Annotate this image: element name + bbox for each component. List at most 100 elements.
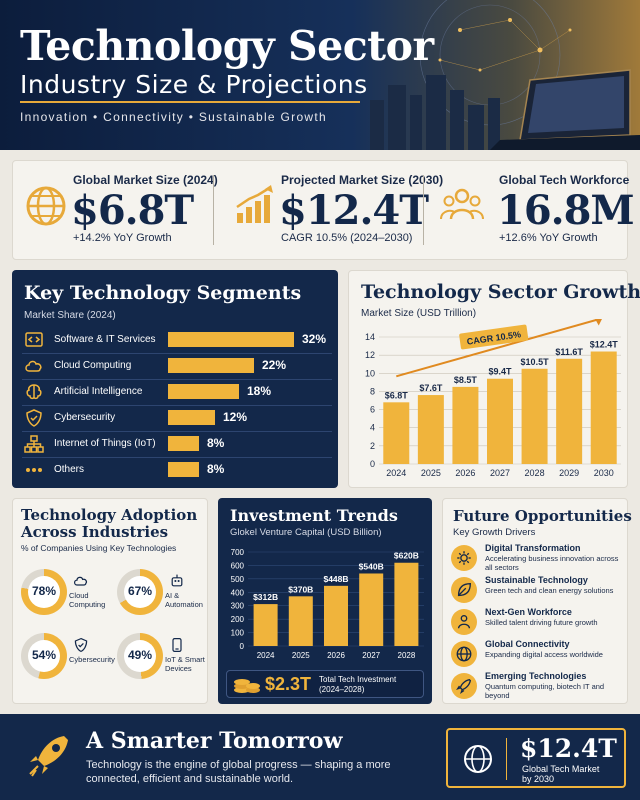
tagline: Innovation • Connectivity • Sustainable … [20, 110, 328, 124]
divider [22, 457, 332, 458]
page-title: Technology Sector [20, 22, 434, 70]
page-subtitle: Industry Size & Projections [20, 70, 368, 99]
x-tick-label: 2030 [594, 468, 614, 478]
data-label: $540B [359, 561, 384, 571]
globe-icon [26, 186, 66, 226]
future-item: Digital Transformation Accelerating busin… [451, 543, 627, 575]
segment-bar [168, 358, 254, 373]
stat-value: $12.4T [279, 187, 429, 234]
growth-chart-ylabel: Market Size (USD Trillion) [361, 308, 477, 319]
donut-hole [28, 640, 60, 672]
investment-total-label: Total Tech Investment (2024–2028) [319, 675, 396, 695]
footer-box-label-2: by 2030 [522, 774, 555, 784]
y-tick-label: 400 [231, 588, 245, 597]
segment-label: Artificial Intelligence [54, 386, 143, 397]
stat-label: Global Market Size (2024) [73, 173, 218, 187]
investment-total-box: $2.3T Total Tech Investment (2024–2028) [226, 670, 424, 698]
x-tick-label: 2024 [257, 651, 275, 660]
future-title: Future Opportunities [453, 507, 632, 525]
x-tick-label: 2026 [327, 651, 345, 660]
investment-title: Investment Trends [230, 506, 398, 525]
y-tick-label: 12 [365, 350, 375, 360]
trend-arrowhead [595, 319, 602, 326]
network-icon [24, 435, 44, 453]
y-tick-label: 2 [370, 441, 375, 451]
x-tick-label: 2025 [292, 651, 310, 660]
segment-row: Software & IT Services 32% [22, 328, 332, 352]
x-tick-label: 2029 [559, 468, 579, 478]
adoption-title-line2: Across Industries [21, 523, 169, 541]
trend-arrow [396, 319, 598, 378]
x-tick-label: 2025 [421, 468, 441, 478]
future-item-description: Quantum computing, biotech IT and beyond [485, 682, 605, 700]
donut-hole [28, 576, 60, 608]
divider [22, 405, 332, 406]
stat-note: CAGR 10.5% (2024–2030) [281, 232, 413, 244]
stat-note: +14.2% YoY Growth [73, 232, 172, 244]
future-panel: Future Opportunities Key Growth Drivers … [442, 498, 632, 704]
title-divider [20, 101, 360, 103]
phone-icon [172, 638, 182, 652]
adoption-title-line1: Technology Adoption [21, 506, 198, 524]
future-item-heading: Emerging Technologies [485, 671, 587, 681]
data-label: $6.8T [385, 390, 409, 400]
stat-market-size: Global Market Size (2024) $6.8T +14.2% Y… [13, 161, 218, 261]
y-tick-label: 8 [370, 386, 375, 396]
future-item: Global Connectivity Expanding digital acc… [451, 639, 627, 671]
stat-workforce: Global Tech Workforce 16.8M +12.6% YoY G… [429, 161, 635, 261]
footer-banner: A Smarter Tomorrow Technology is the eng… [0, 714, 640, 800]
data-label: $620B [394, 551, 419, 561]
adoption-donut: 67% AI & Automation [117, 569, 209, 639]
future-item-heading: Digital Transformation [485, 543, 581, 553]
segment-row: Others 8% [22, 458, 332, 482]
future-icon-circle [451, 545, 477, 571]
segment-label: Cloud Computing [54, 360, 132, 371]
growth-chart-icon [236, 185, 273, 223]
donut-label: AI & Automation [165, 591, 203, 609]
rocket-icon [456, 678, 472, 694]
y-tick-label: 0 [240, 642, 245, 651]
header-banner: Technology Sector Industry Size & Projec… [0, 0, 640, 150]
future-item-description: Expanding digital access worldwide [485, 650, 603, 659]
data-label: $8.5T [454, 375, 478, 385]
globe-icon [456, 646, 472, 662]
segment-pct: 8% [207, 462, 225, 476]
dots-icon [26, 468, 42, 472]
data-label: $312B [253, 592, 278, 602]
segment-label: Others [54, 464, 85, 475]
footer-title: A Smarter Tomorrow [86, 728, 343, 754]
donut-label: Cloud Computing [69, 591, 106, 609]
y-tick-label: 100 [231, 629, 245, 638]
globe-icon [464, 745, 492, 773]
future-item-description: Skilled talent driving future growth [485, 618, 598, 627]
adoption-panel: Technology Adoption Across Industries % … [12, 498, 208, 704]
bar [487, 378, 513, 464]
future-item: Sustainable Technology Green tech and cle… [451, 575, 627, 607]
segment-bar [168, 332, 294, 347]
shield-icon [74, 637, 88, 653]
segment-row: Artificial Intelligence 18% [22, 380, 332, 404]
segment-pct: 18% [247, 384, 272, 398]
investment-ylabel: Glokel Venture Capital (USD Billion) [230, 527, 382, 538]
x-tick-label: 2027 [362, 651, 380, 660]
cagr-badge [459, 324, 529, 350]
segment-label: Cybersecurity [54, 412, 116, 423]
adoption-subtitle: % of Companies Using Key Technologies [21, 543, 177, 553]
segments-panel: Key Technology Segments Market Share (20… [12, 270, 338, 488]
y-tick-label: 10 [365, 368, 375, 378]
data-label: $12.4T [590, 340, 619, 350]
segment-row: Cybersecurity 12% [22, 406, 332, 430]
bar [521, 368, 548, 464]
growth-bar-chart: 0 2 4 6 8 10 12 14 $6.8T 2024 $7.6T 2025 $8.5T 2026 $9… [365, 319, 621, 478]
investment-bar-chart: 0 100 200 300 400 500 600 700 $312B 2024 $370B 2025… [231, 548, 424, 660]
adoption-title: Technology Adoption Across Industries [21, 507, 197, 541]
bar [359, 573, 384, 646]
footer-highlight-box: $12.4T Global Tech Market by 2030 [446, 728, 626, 788]
future-item-heading: Next-Gen Workforce [485, 607, 572, 617]
brain-icon [26, 384, 42, 400]
y-tick-label: 600 [231, 561, 245, 570]
cloud-icon [74, 576, 88, 586]
donut-value: 67% [127, 584, 153, 598]
data-label: $370B [288, 584, 313, 594]
city-skyline-illustration [370, 0, 640, 150]
